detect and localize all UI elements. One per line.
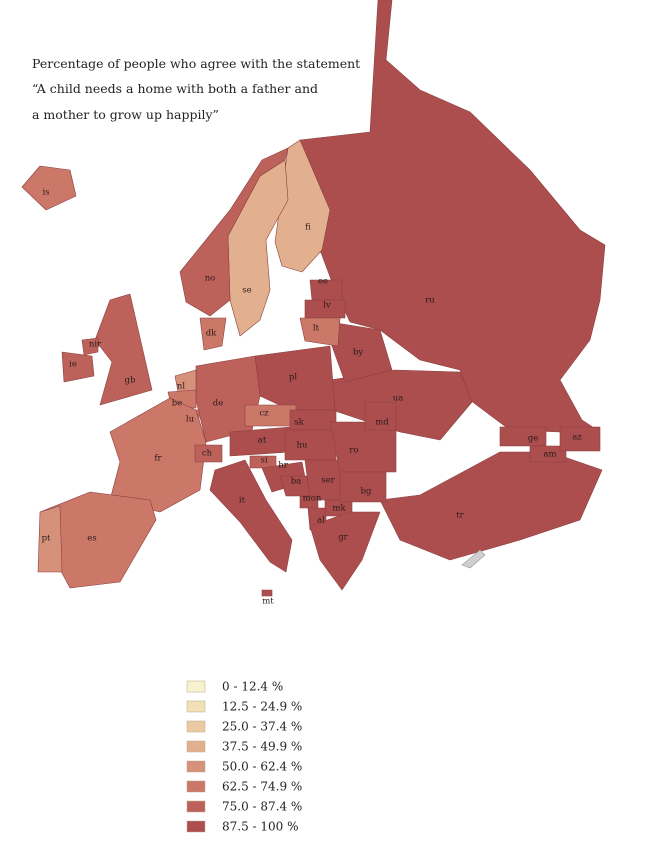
country-label: fr xyxy=(154,454,162,464)
country-label: es xyxy=(87,534,96,544)
legend-label: 37.5 - 49.9 % xyxy=(222,740,302,754)
country xyxy=(94,293,153,406)
legend-label: 25.0 - 37.4 % xyxy=(222,720,302,734)
country xyxy=(559,426,601,452)
country xyxy=(339,471,387,503)
country xyxy=(195,355,261,443)
legend-swatch xyxy=(186,720,206,733)
country xyxy=(284,429,337,461)
country xyxy=(529,445,567,463)
country-label: dk xyxy=(206,329,217,339)
country-label: fi xyxy=(305,223,311,233)
legend-swatch xyxy=(186,700,206,713)
country-label: mon xyxy=(303,494,322,504)
country-label: md xyxy=(375,418,389,428)
country-label: am xyxy=(543,450,556,460)
country-label: ge xyxy=(528,434,538,444)
legend-label: 62.5 - 74.9 % xyxy=(222,780,302,794)
legend-label: 87.5 - 100 % xyxy=(222,820,299,834)
country-label: cz xyxy=(259,409,269,419)
country xyxy=(364,401,397,431)
country xyxy=(21,165,77,211)
country-label: si xyxy=(260,456,267,466)
country-label: hu xyxy=(297,441,308,451)
legend-swatch xyxy=(186,740,206,753)
cyprus xyxy=(461,549,486,569)
country-label: lu xyxy=(186,415,195,425)
country-label: bg xyxy=(361,487,372,497)
country-label: mt xyxy=(262,597,274,607)
title-line: “A child needs a home with both a father… xyxy=(32,81,318,96)
country-label: lv xyxy=(323,301,331,311)
legend-label: 75.0 - 87.4 % xyxy=(222,800,302,814)
country xyxy=(261,589,273,597)
country-label: nir xyxy=(89,340,102,350)
title-line: Percentage of people who agree with the … xyxy=(32,56,360,71)
legend: 0 - 12.4 % 12.5 - 24.9 % 25.0 - 37.4 % 37.5… xyxy=(186,680,302,834)
country-label: ch xyxy=(202,449,213,459)
country xyxy=(199,317,227,351)
legend-label: 50.0 - 62.4 % xyxy=(222,760,302,774)
country xyxy=(299,317,341,347)
country-label: ba xyxy=(291,477,302,487)
country-label: az xyxy=(572,433,582,443)
legend-swatch xyxy=(186,780,206,793)
country-label: be xyxy=(172,399,182,409)
country-label: ser xyxy=(321,476,335,486)
title-line: a mother to grow up happily” xyxy=(32,107,219,122)
country-label: ru xyxy=(425,296,435,306)
country xyxy=(109,397,207,513)
country-label: it xyxy=(239,496,246,506)
country-label: tr xyxy=(456,511,464,521)
country-labels: ru tr ua by fi se no is gb ie nir dk ee lv lt pl de nl bel… xyxy=(42,188,583,607)
country xyxy=(179,147,289,317)
country-label: pl xyxy=(289,373,297,383)
country-label: de xyxy=(213,399,223,409)
country-label: pt xyxy=(42,534,51,544)
legend-swatch xyxy=(186,680,206,693)
country xyxy=(329,369,473,441)
country xyxy=(499,426,547,447)
country-label: lt xyxy=(313,324,320,334)
country-label: no xyxy=(205,274,216,284)
country xyxy=(61,351,95,383)
legend-swatch xyxy=(186,820,206,833)
country-label: mk xyxy=(332,504,346,514)
country-label: al xyxy=(317,516,325,526)
country-label: ua xyxy=(393,394,404,404)
country-label: ie xyxy=(69,360,77,370)
country xyxy=(81,337,99,356)
country xyxy=(209,459,293,573)
country-label: gr xyxy=(338,533,348,543)
country-label: gb xyxy=(125,376,136,386)
country xyxy=(309,511,381,591)
country-label: nl xyxy=(177,382,185,392)
country xyxy=(304,299,346,319)
country-label: is xyxy=(42,188,49,198)
legend-label: 0 - 12.4 % xyxy=(222,680,283,694)
legend-swatch xyxy=(186,760,206,773)
country xyxy=(274,139,331,273)
country-label: by xyxy=(353,348,363,358)
legend-label: 12.5 - 24.9 % xyxy=(222,700,302,714)
country xyxy=(37,505,63,573)
country xyxy=(194,444,223,463)
country xyxy=(379,451,603,561)
country-label: se xyxy=(242,286,251,296)
country-label: ee xyxy=(318,277,328,287)
legend-swatch xyxy=(186,800,206,813)
country xyxy=(244,404,297,427)
land xyxy=(21,0,606,597)
country-label: at xyxy=(258,436,267,446)
country-label: sk xyxy=(294,418,304,428)
country-label: hr xyxy=(278,461,288,471)
country-label: ro xyxy=(349,446,358,456)
